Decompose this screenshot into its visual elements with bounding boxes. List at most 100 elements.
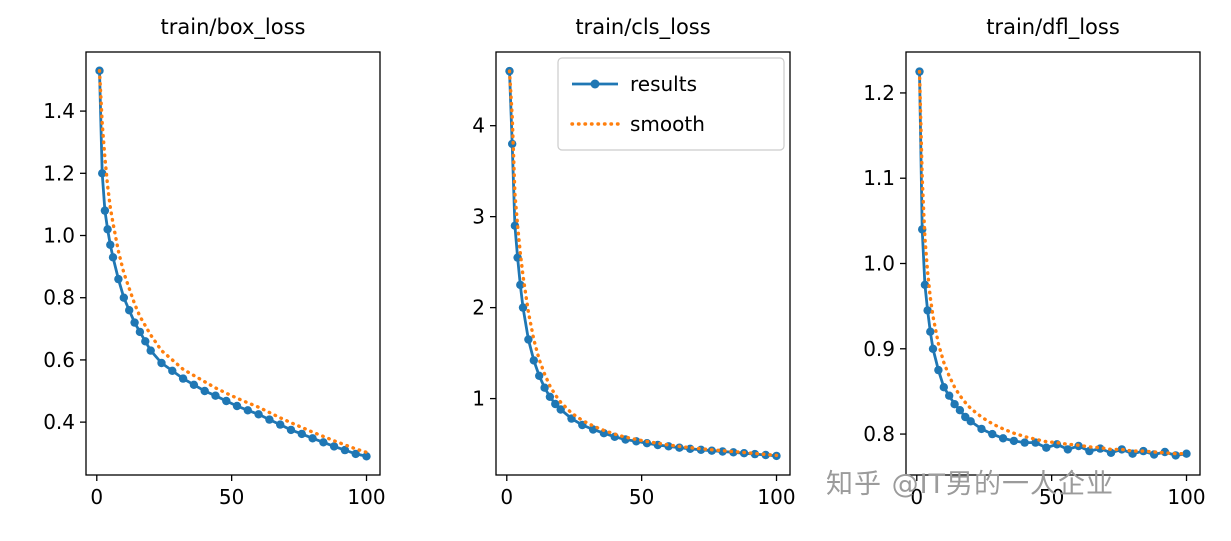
y-tick-label: 3: [472, 205, 485, 229]
series-results-marker: [966, 417, 975, 426]
series-results-marker: [98, 169, 107, 178]
series-smooth: [917, 69, 1189, 456]
series-results-marker: [211, 391, 220, 400]
legend-label: results: [630, 72, 697, 96]
series-results-marker: [106, 240, 115, 249]
chart-slot-dfl-loss: 0 50 100 0.8 0.9 1.0 1.1 1.2 train/dfl_loss: [820, 0, 1230, 537]
legend-label: smooth: [630, 112, 705, 136]
series-results-marker: [254, 410, 263, 419]
y-tick-label: 1.4: [43, 99, 75, 123]
series-results-marker: [108, 253, 118, 262]
chart-train-dfl-loss: 0 50 100 0.8 0.9 1.0 1.1 1.2 train/dfl_loss: [863, 15, 1205, 509]
series-results-marker: [588, 425, 598, 434]
y-tick-label: 2: [472, 296, 485, 320]
y-tick-label: 1.2: [43, 161, 75, 185]
series-results-marker: [518, 303, 528, 312]
series-results-marker: [934, 365, 943, 375]
series-results-marker: [939, 383, 948, 392]
series-results-marker: [955, 406, 965, 415]
chart-title: train/cls_loss: [575, 15, 710, 40]
y-tick-label: 1.0: [43, 224, 75, 248]
series-results-marker: [362, 452, 371, 461]
y-tick-label: 0.8: [863, 422, 895, 446]
series-results-marker: [1182, 449, 1191, 458]
series-results-marker: [297, 429, 306, 439]
series-smooth: [507, 69, 779, 458]
x-tick-label: 100: [757, 485, 795, 509]
series-results-marker: [1052, 440, 1062, 449]
x-tick-label: 100: [347, 485, 385, 509]
chart-train-box-loss: 0 50 100 0.4 0.6 0.8 1.0 1.2 1.4 train/box_loss: [43, 15, 385, 509]
series-results-marker: [545, 392, 555, 401]
series-results-marker: [340, 445, 350, 455]
x-tick-label: 100: [1167, 485, 1205, 509]
y-tick-label: 1: [472, 387, 485, 411]
x-tick-label: 0: [90, 485, 103, 509]
y-tick-label: 1.0: [863, 252, 895, 276]
y-tick-label: 4: [472, 114, 485, 138]
series-results-marker: [189, 380, 199, 389]
series-results-marker: [308, 434, 317, 443]
y-tick-label: 1.1: [863, 166, 895, 190]
series-results-marker: [556, 405, 565, 414]
y-tick-label: 0.6: [43, 348, 75, 372]
plot-frame: [495, 51, 791, 476]
chart-title: train/dfl_loss: [986, 15, 1120, 40]
series-results-marker: [1009, 436, 1019, 446]
series-results-marker: [100, 206, 110, 215]
series-results-marker: [988, 429, 997, 439]
series-results-marker: [351, 449, 360, 459]
y-tick-label: 0.9: [863, 337, 895, 361]
chart-title: train/box_loss: [161, 15, 306, 40]
series-results-marker: [1063, 445, 1072, 454]
series-results-marker: [1042, 443, 1051, 452]
series-results-marker: [168, 366, 177, 375]
chart-slot-box-loss: 0 50 100 0.4 0.6 0.8 1.0 1.2 1.4 train/box_loss: [0, 0, 410, 537]
series-results-marker: [329, 442, 339, 451]
series-results-marker: [200, 386, 209, 396]
series-results-marker: [540, 383, 549, 392]
series-results-marker: [945, 391, 954, 400]
series-results-marker: [551, 399, 560, 409]
series-results-marker: [146, 346, 155, 355]
series-results-marker: [1106, 448, 1116, 457]
series-results-marker: [178, 374, 188, 383]
series-results: [98, 70, 367, 458]
series-results-marker: [130, 318, 139, 327]
series-results-marker: [114, 274, 123, 284]
y-tick-label: 0.4: [43, 410, 75, 434]
x-tick-label: 0: [500, 485, 513, 509]
series-results-marker: [535, 371, 544, 380]
x-tick-label: 50: [629, 485, 654, 509]
series-results-marker: [125, 306, 134, 315]
series-results-marker: [286, 425, 296, 435]
legend-sample-marker: [590, 79, 600, 89]
series-results-marker: [1020, 438, 1029, 447]
series-results-marker: [157, 358, 166, 368]
series-results-marker: [524, 335, 533, 344]
series-results-marker: [950, 400, 959, 409]
plot-frame: [905, 51, 1201, 476]
legend-box: [557, 57, 785, 151]
x-tick-label: 50: [1039, 485, 1064, 509]
series-results-marker: [141, 337, 150, 346]
x-tick-label: 0: [910, 485, 923, 509]
series-results-marker: [926, 327, 935, 336]
series-smooth: [97, 69, 369, 454]
series-results-marker: [319, 438, 328, 447]
series-results-marker: [222, 396, 231, 406]
series-results-marker: [1085, 446, 1094, 456]
plot-frame: [85, 51, 381, 476]
series-results-marker: [529, 356, 538, 365]
series-results-marker: [232, 401, 242, 411]
series-results-marker: [928, 344, 938, 353]
y-tick-label: 1.2: [863, 81, 895, 105]
series-results-marker: [135, 327, 145, 337]
series-results-marker: [276, 420, 285, 429]
series-results-marker: [923, 306, 932, 315]
series-results-marker: [920, 280, 930, 289]
y-tick-label: 0.8: [43, 286, 75, 310]
